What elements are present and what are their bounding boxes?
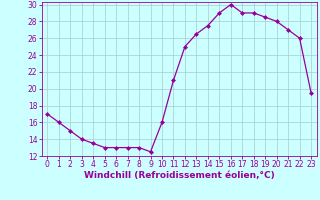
X-axis label: Windchill (Refroidissement éolien,°C): Windchill (Refroidissement éolien,°C)	[84, 171, 275, 180]
